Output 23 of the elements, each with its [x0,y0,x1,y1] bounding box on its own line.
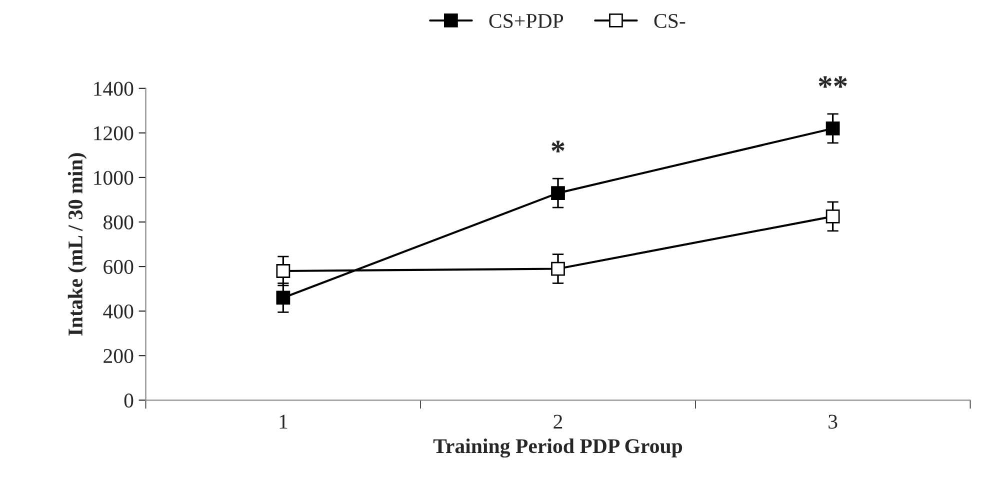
y-tick-label: 1000 [94,170,134,185]
legend-label: CS- [654,14,686,28]
y-tick-label: 800 [104,215,134,230]
x-tick-label: 3 [828,414,838,429]
y-tick-label: 600 [104,260,134,274]
annotation: ** [818,76,847,88]
x-axis-title: Training Period PDP Group [433,438,682,458]
y-tick-label: 400 [103,304,134,319]
y-axis-title: Intake (mL / 30 min) [68,153,87,336]
annotation: * [552,140,564,152]
y-tick-label: 200 [104,349,134,364]
point [826,209,840,224]
point [276,290,290,305]
point [551,262,565,276]
y-tick-label: 0 [124,394,134,408]
x-tick-label: 1 [280,414,288,429]
point [276,264,290,278]
legend-label: CS+PDP [489,14,564,28]
point [826,122,840,136]
y-tick-label: 1400 [94,82,134,96]
x-tick-label: 2 [554,414,562,429]
y-tick-label: 1200 [94,126,134,140]
point [551,186,565,200]
